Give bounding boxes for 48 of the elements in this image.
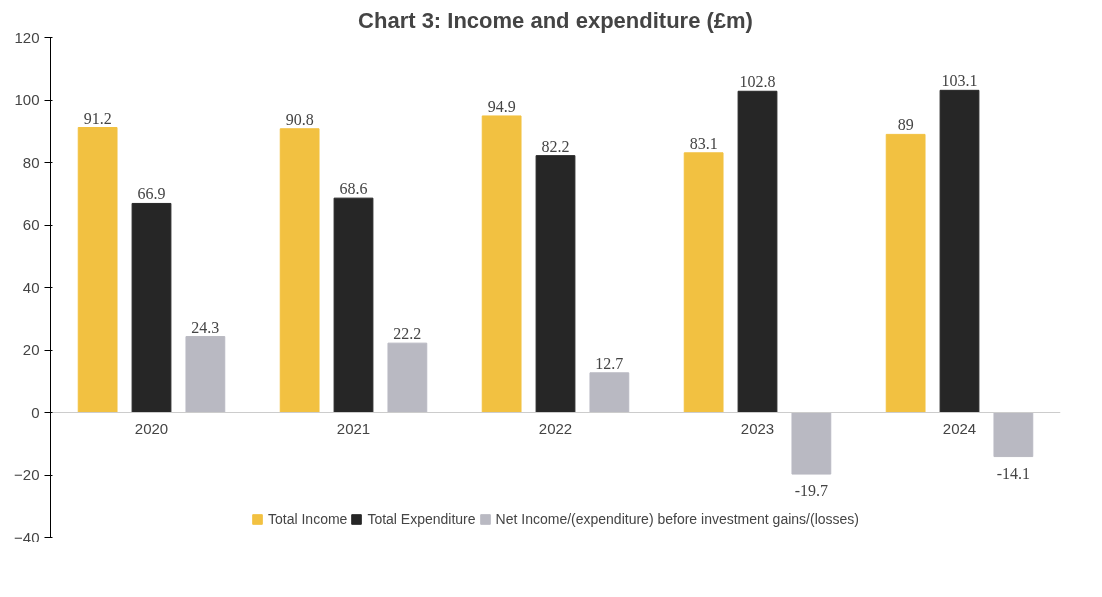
data-label: 83.1 [689,134,718,152]
bar [791,412,832,475]
bar [737,90,778,413]
bar [939,89,980,413]
y-tick-label: 0 [31,403,40,421]
data-label: -14.1 [996,464,1031,482]
chart-title: Chart 3: Income and expenditure (£m) [358,7,753,33]
bar [481,115,522,413]
bar [185,336,226,413]
bar [77,127,118,413]
data-label: 102.8 [739,73,776,91]
x-tick-label: 2020 [134,419,169,437]
y-tick-label: 20 [22,341,40,358]
bar [885,133,926,413]
bar [993,412,1034,458]
y-tick-label: 60 [22,216,40,233]
data-label: 22.2 [393,325,422,343]
bar [683,152,724,413]
y-tick-label: 40 [22,278,40,296]
y-tick-label: 80 [22,153,40,171]
x-tick-label: 2023 [740,419,775,437]
y-tick-label: −40 [14,528,40,546]
data-label: 68.6 [339,180,368,198]
data-label: 24.3 [191,318,220,336]
bar [589,372,630,413]
legend-label: Total Expenditure [367,511,476,527]
x-tick-label: 2024 [942,419,977,437]
x-tick-label: 2021 [336,419,371,437]
bar [279,128,320,413]
data-label: -19.7 [794,482,829,500]
y-tick-label: −20 [14,466,40,483]
data-label: 103.1 [941,72,978,90]
data-label: 90.8 [285,110,314,128]
bar [387,342,428,413]
data-label: 91.2 [83,109,112,127]
legend-label: Total Income [268,511,348,527]
data-label: 12.7 [595,354,624,372]
data-label: 82.2 [541,137,570,155]
y-tick-label: 120 [14,28,40,46]
x-tick-label: 2022 [538,419,573,437]
bar [333,197,374,413]
data-label: 94.9 [487,97,516,115]
data-label: 66.9 [137,185,166,203]
data-label: 89 [897,116,914,134]
legend-label: Net Income/(expenditure) before investment gains/(losses) [495,511,859,527]
y-tick-label: 100 [14,91,40,108]
bar [535,155,576,413]
bar [131,202,172,413]
